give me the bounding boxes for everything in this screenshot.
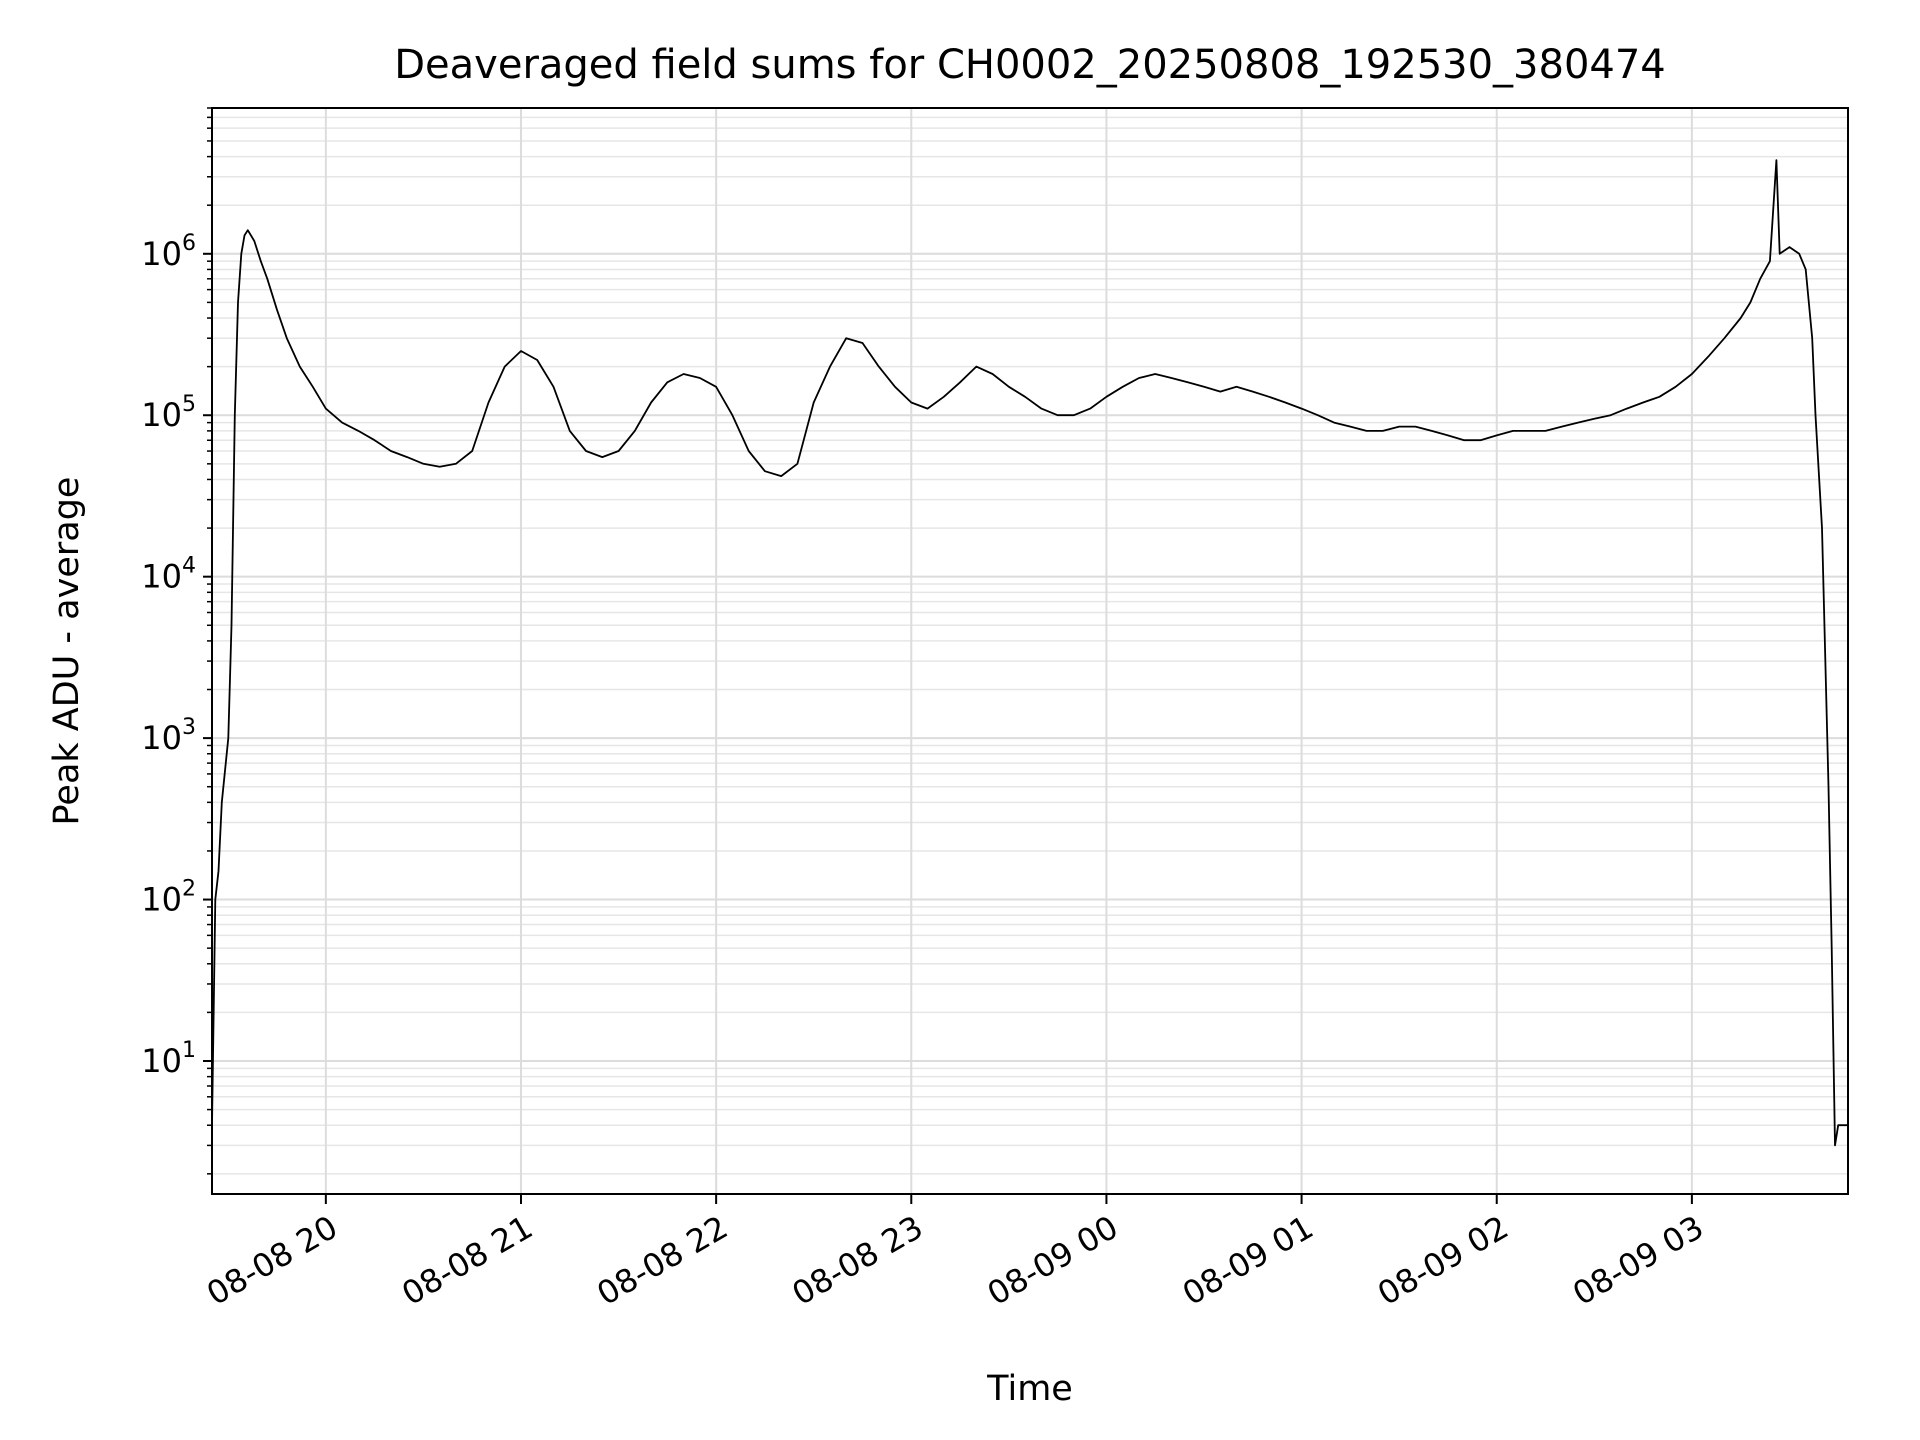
y-tick-base: 10 [141,719,182,757]
y-axis-label: Peak ADU - average [47,477,87,826]
y-tick-base: 10 [141,881,182,919]
y-tick-exponent: 6 [182,231,196,256]
y-tick-label: 105 [141,392,196,434]
y-tick-exponent: 4 [182,554,196,579]
y-tick-label: 106 [141,231,196,273]
series-line [211,159,1848,1147]
y-tick-label: 104 [141,554,196,596]
y-tick-exponent: 2 [182,877,196,902]
x-axis-label: Time [986,1369,1073,1409]
grid-lines [212,107,1848,1194]
y-tick-label: 102 [141,877,196,919]
y-tick-exponent: 3 [182,715,196,740]
y-tick-base: 10 [141,1042,182,1080]
y-tick-label: 103 [141,715,196,757]
plot-frame [211,107,1849,1195]
chart-title: Deaveraged field sums for CH0002_2025080… [394,42,1666,88]
y-tick-exponent: 5 [182,392,196,417]
y-tick-label: 101 [141,1038,196,1080]
y-tick-exponent: 1 [182,1038,196,1063]
y-tick-base: 10 [141,396,182,434]
series-group [211,159,1848,1147]
y-tick-base: 10 [141,558,182,596]
y-tick-base: 10 [141,235,182,273]
